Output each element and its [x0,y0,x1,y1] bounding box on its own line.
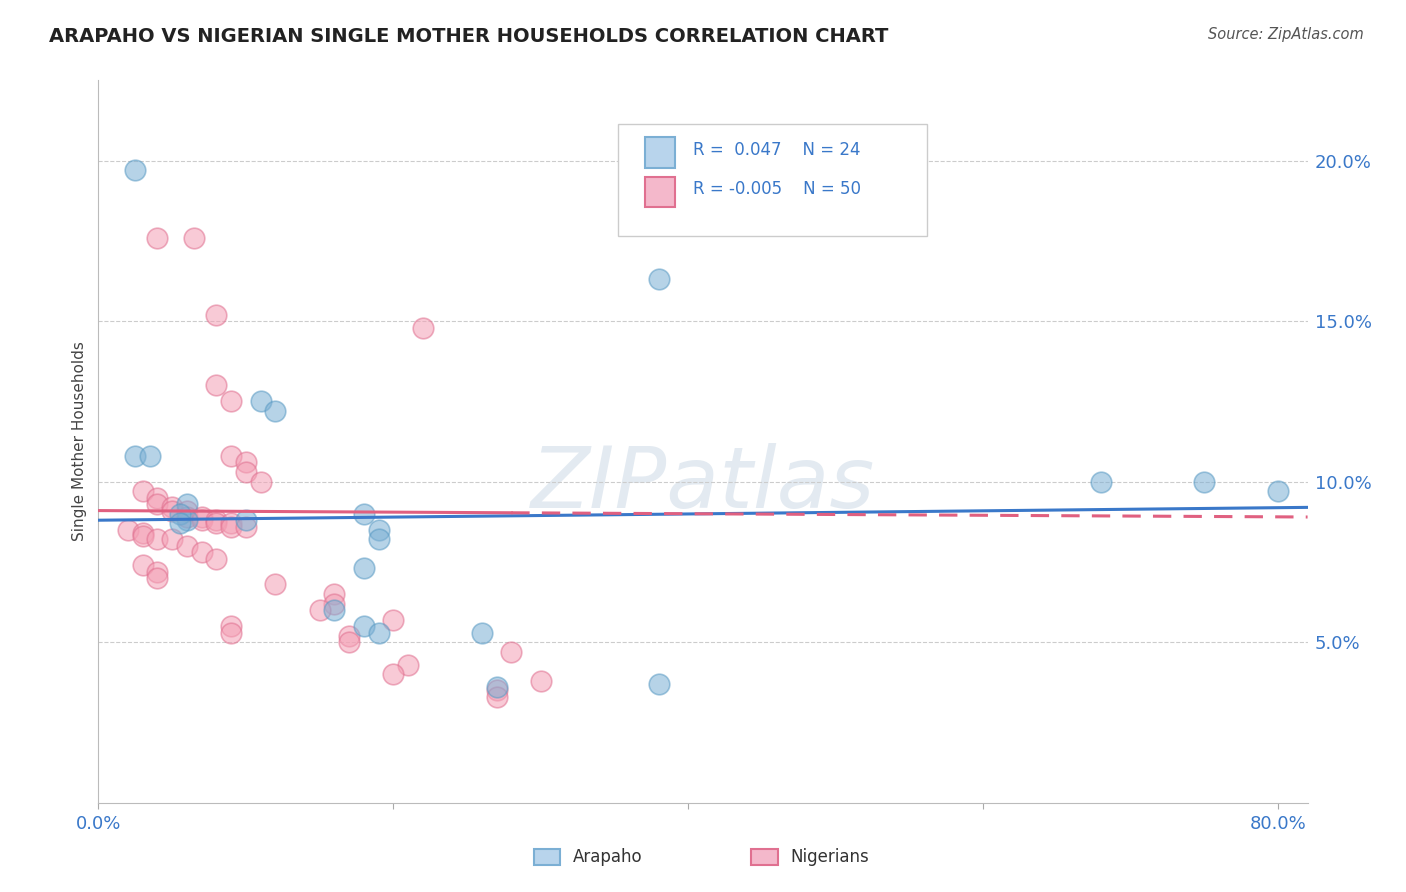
Point [337,629,360,643]
Point [190,545,212,559]
Point [249,475,271,489]
Point [131,529,153,543]
Point [160,500,183,515]
Point [249,394,271,409]
Point [367,523,389,537]
Point [131,484,153,499]
Point [323,587,346,601]
Point [308,603,330,617]
Point [1194,475,1216,489]
Point [146,230,169,244]
Point [176,503,198,517]
Point [131,558,153,573]
Point [1267,484,1289,499]
Point [190,510,212,524]
Point [117,523,139,537]
Point [382,613,405,627]
Point [323,597,346,611]
Point [124,449,146,463]
Point [146,497,169,511]
Text: ZIPatlas: ZIPatlas [531,443,875,526]
FancyBboxPatch shape [645,137,675,168]
Point [219,516,242,531]
Text: R =  0.047    N = 24: R = 0.047 N = 24 [693,141,860,159]
Point [353,561,375,575]
Point [353,507,375,521]
Text: Nigerians: Nigerians [790,848,869,866]
Point [169,507,191,521]
Text: Arapaho: Arapaho [572,848,643,866]
Point [146,491,169,505]
Point [176,539,198,553]
Point [648,272,671,286]
Point [382,667,405,681]
Point [176,510,198,524]
Point [160,503,183,517]
Point [337,635,360,649]
Point [264,404,287,418]
Point [235,455,257,469]
Y-axis label: Single Mother Households: Single Mother Households [72,342,87,541]
Point [219,519,242,533]
FancyBboxPatch shape [751,849,778,865]
Point [176,497,198,511]
Point [485,680,508,694]
Point [219,625,242,640]
Point [235,513,257,527]
Point [412,320,434,334]
Point [219,449,242,463]
Point [367,625,389,640]
Point [396,657,419,672]
Point [219,394,242,409]
Text: R = -0.005    N = 50: R = -0.005 N = 50 [693,180,862,198]
Point [183,230,205,244]
Point [205,378,228,392]
Point [205,308,228,322]
FancyBboxPatch shape [645,178,675,208]
Point [146,571,169,585]
Point [205,513,228,527]
Point [160,533,183,547]
Point [169,516,191,531]
Point [219,619,242,633]
Point [264,577,287,591]
Point [146,565,169,579]
Point [205,516,228,531]
Point [485,683,508,698]
Text: Source: ZipAtlas.com: Source: ZipAtlas.com [1208,27,1364,42]
Point [648,677,671,691]
Point [235,465,257,479]
Point [205,551,228,566]
Text: ARAPAHO VS NIGERIAN SINGLE MOTHER HOUSEHOLDS CORRELATION CHART: ARAPAHO VS NIGERIAN SINGLE MOTHER HOUSEH… [49,27,889,45]
Point [235,519,257,533]
Point [323,603,346,617]
Point [1090,475,1112,489]
Point [190,513,212,527]
FancyBboxPatch shape [619,124,927,235]
Point [367,533,389,547]
Point [176,513,198,527]
Point [501,645,523,659]
Point [131,526,153,541]
FancyBboxPatch shape [534,849,561,865]
Point [353,619,375,633]
Point [485,690,508,704]
Point [124,163,146,178]
Point [471,625,494,640]
Point [139,449,162,463]
Point [146,533,169,547]
Point [530,673,553,688]
